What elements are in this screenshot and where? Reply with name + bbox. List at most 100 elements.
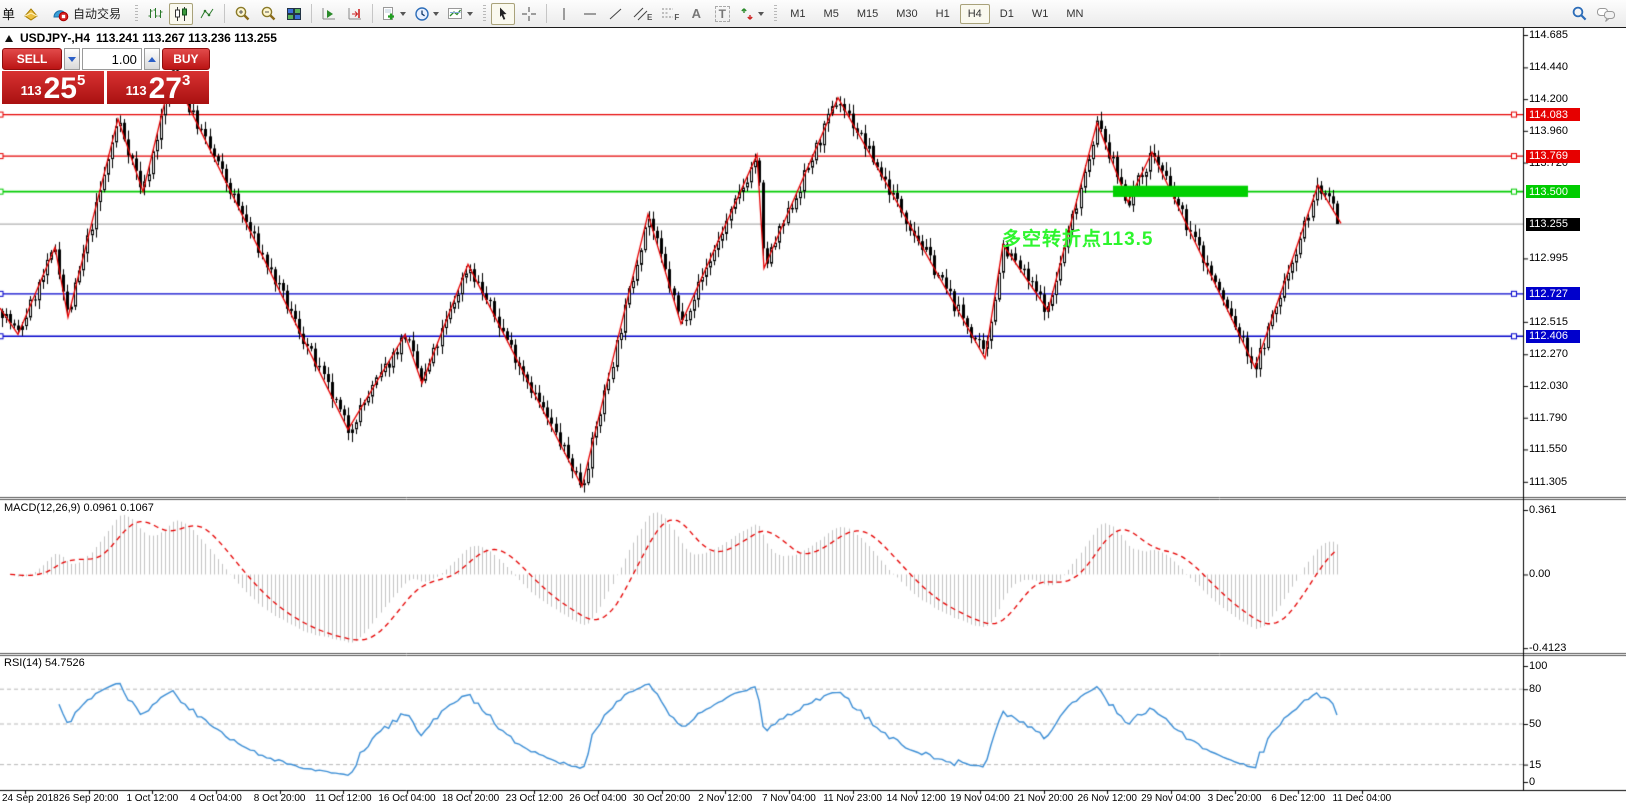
time-axis-label: 29 Nov 04:00: [1141, 793, 1201, 804]
cursor-button[interactable]: [491, 2, 516, 25]
macd-axis-tick: -0.4123: [1529, 642, 1567, 655]
equidistant-channel-button[interactable]: E: [630, 3, 655, 25]
zoom-out-button[interactable]: [256, 3, 280, 25]
timeframe-m30[interactable]: M30: [896, 7, 918, 20]
chart-title: USDJPY-,H4 113.241 113.267 113.236 113.2…: [5, 31, 277, 45]
rsi-axis-tick: 100: [1529, 660, 1548, 672]
timeframe-mn[interactable]: MN: [1066, 7, 1084, 20]
time-axis-label: 26 Sep 20:00: [58, 793, 119, 804]
time-axis-label: 6 Dec 12:00: [1271, 793, 1326, 804]
rsi-pane-label: RSI(14) 54.7526: [4, 657, 85, 669]
search-button[interactable]: [1567, 3, 1591, 25]
timeframe-m1[interactable]: M1: [790, 7, 806, 20]
vertical-line-button[interactable]: [552, 3, 576, 25]
channel-letter: E: [647, 13, 653, 22]
time-axis-label: 24 Sep 2018: [2, 793, 59, 804]
zoom-out-icon: [260, 5, 277, 22]
time-axis-label: 16 Oct 04:00: [378, 793, 436, 804]
timeframe-h1[interactable]: H1: [935, 7, 950, 20]
time-axis-label: 21 Nov 20:00: [1013, 793, 1074, 804]
time-axis-label: 26 Nov 12:00: [1077, 793, 1137, 804]
rsi-name: RSI(14): [4, 657, 42, 669]
autotrading-button[interactable]: 自动交易: [45, 3, 128, 25]
buy-price-prefix: 113: [125, 83, 147, 98]
bar-chart-icon: [147, 6, 163, 22]
toolbar-separator: [546, 4, 548, 23]
chart-annotation-text[interactable]: 多空转折点113.5: [1002, 229, 1154, 250]
price-axis-tick: 114.685: [1529, 29, 1568, 41]
ohlc-values: 113.241 113.267 113.236 113.255: [96, 31, 277, 45]
volume-stepper-down[interactable]: [64, 48, 80, 70]
add-indicator-button[interactable]: [378, 3, 409, 25]
timeframe-w1[interactable]: W1: [1031, 7, 1049, 20]
search-icon: [1571, 5, 1588, 22]
text-tool-letter: A: [691, 6, 701, 21]
toolbar: 单 自动交易: [0, 0, 1626, 28]
price-level-label[interactable]: 113.500: [1526, 185, 1580, 199]
time-axis-label: 4 Oct 04:00: [190, 793, 242, 804]
buy-button[interactable]: BUY: [161, 48, 211, 70]
timeframe-m15[interactable]: M15: [856, 7, 879, 20]
sell-price-prefix: 113: [20, 83, 42, 98]
buy-price-sup: 3: [182, 72, 191, 89]
templates-button[interactable]: [444, 3, 476, 25]
price-level-label[interactable]: 113.769: [1526, 149, 1580, 163]
sell-price-box[interactable]: 113 25 5: [2, 71, 104, 104]
buy-price-box[interactable]: 113 27 3: [107, 71, 209, 104]
price-level-label[interactable]: 112.406: [1526, 329, 1580, 343]
line-chart-button[interactable]: [195, 3, 219, 25]
trendline-button[interactable]: [604, 3, 628, 25]
price-axis-tick: 112.995: [1529, 252, 1568, 265]
text-label-button[interactable]: T: [710, 3, 734, 25]
tile-windows-button[interactable]: [282, 3, 306, 25]
time-axis-label: 18 Oct 20:00: [441, 793, 500, 804]
macd-axis-tick: 0.361: [1529, 504, 1557, 516]
crosshair-button[interactable]: [517, 3, 541, 25]
time-axis-label: 26 Oct 04:00: [569, 793, 627, 804]
sell-button[interactable]: SELL: [2, 48, 63, 70]
current-price-label: 113.255: [1526, 217, 1580, 231]
time-axis-label: 3 Dec 20:00: [1207, 793, 1262, 804]
timeframe-h4[interactable]: H4: [959, 3, 990, 24]
sell-price-big: 25: [43, 72, 77, 105]
dropdown-caret-icon: [758, 11, 765, 16]
macd-name: MACD(12,26,9): [4, 502, 81, 514]
timeframe-m5[interactable]: M5: [823, 7, 839, 20]
dropdown-caret-icon: [400, 11, 407, 16]
fibo-letter: F: [674, 13, 680, 22]
volume-input[interactable]: [81, 48, 142, 70]
zoom-in-button[interactable]: [230, 3, 254, 25]
time-axis-label: 11 Oct 12:00: [315, 793, 372, 804]
volume-stepper-up[interactable]: [143, 48, 160, 70]
chart-shift-button[interactable]: [343, 3, 367, 25]
price-level-label[interactable]: 112.727: [1526, 287, 1580, 301]
rsi-axis-tick: 80: [1529, 683, 1542, 696]
trendline-icon: [608, 6, 624, 22]
down-triangle-icon: [68, 56, 77, 62]
fibonacci-button[interactable]: F: [657, 3, 682, 25]
chart-canvas[interactable]: [0, 28, 1626, 807]
order-menu-label[interactable]: 单: [2, 7, 16, 22]
text-tool-button[interactable]: A: [684, 3, 708, 25]
toolbar-separator: [224, 4, 226, 23]
equidistant-channel-icon: [633, 6, 649, 22]
chat-button[interactable]: [1593, 3, 1619, 25]
sell-price-sup: 5: [77, 72, 86, 89]
arrows-tool-button[interactable]: [736, 3, 767, 25]
periods-button[interactable]: [411, 3, 442, 25]
one-click-trading-panel: SELL BUY 113 25 5 113 27 3: [2, 48, 211, 105]
collapse-triangle-icon[interactable]: [5, 34, 13, 42]
rsi-axis-tick: 50: [1529, 718, 1542, 730]
rsi-value: 54.7526: [44, 657, 85, 669]
candlestick-chart-button[interactable]: [169, 2, 194, 25]
rsi-axis-tick: 0: [1529, 776, 1536, 788]
arrows-tool-icon: [739, 6, 755, 22]
price-level-label[interactable]: 114.083: [1526, 108, 1580, 122]
bar-chart-button[interactable]: [143, 3, 167, 25]
timeframe-d1[interactable]: D1: [999, 7, 1014, 20]
new-order-button[interactable]: [19, 3, 43, 25]
auto-scroll-button[interactable]: [317, 3, 341, 25]
toolbar-grip: [483, 4, 487, 23]
zoom-in-icon: [234, 5, 251, 22]
horizontal-line-button[interactable]: [578, 3, 602, 25]
